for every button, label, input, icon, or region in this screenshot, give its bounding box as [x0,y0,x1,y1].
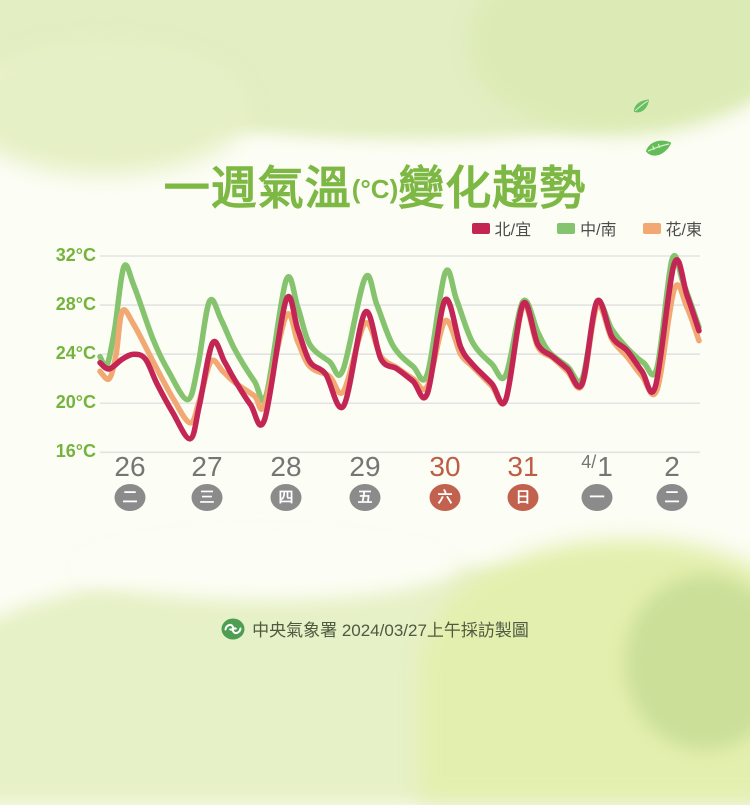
x-tick-date: 29 [349,451,381,482]
footer-caption: 中央氣象署 2024/03/27上午採訪製圖 [252,621,529,640]
legend-swatch-icon [557,222,576,234]
x-tick-date: 2 [664,451,680,482]
x-tick-date: 28 [270,451,302,482]
weekday-badge: 六 [429,484,461,511]
weekday-badge: 日 [507,484,539,511]
legend-label: 花/東 [665,222,702,239]
y-tick-label: 20°C [55,392,96,413]
legend-label: 北/宜 [494,222,532,239]
weekday-badge: 四 [270,484,302,511]
legend-label: 中/南 [580,222,617,239]
title-suffix: 變化趨勢 [398,162,587,214]
y-tick-label: 32°C [55,245,96,266]
legend-item-2: 中/南 [557,216,617,240]
x-tick-date: 27 [191,451,223,482]
series-line-north-yilan [97,257,702,442]
x-tick-date: 31 [507,451,539,482]
legend-swatch-icon [471,222,490,234]
title-prefix: 一週氣溫 [163,162,352,214]
x-tick-date: 4/1 [581,451,613,482]
page-title: 一週氣溫(°C)變化趨勢 [0,152,750,218]
footer: 中央氣象署 2024/03/27上午採訪製圖 [0,616,750,641]
weekday-badge: 一 [581,484,613,511]
weekday-badge: 二 [656,484,688,511]
legend-item-3: 花/東 [642,216,702,240]
weekday-badge: 三 [191,484,223,511]
y-tick-label: 24°C [55,343,96,364]
y-tick-label: 28°C [55,294,96,315]
x-tick-date: 30 [429,451,461,482]
title-unit: (°C) [351,174,399,204]
x-tick-date-month-prefix: 4/ [581,452,597,472]
chart-legend: 北/宜 中/南 花/東 [471,216,702,240]
weekday-badge: 五 [349,484,381,511]
temperature-line-chart [97,253,702,454]
cwa-logo-icon [221,618,245,639]
legend-swatch-icon [642,222,661,234]
y-tick-label: 16°C [55,441,96,462]
weekday-badge: 二 [114,484,146,511]
legend-item-1: 北/宜 [471,216,532,240]
x-tick-date: 26 [114,451,146,482]
